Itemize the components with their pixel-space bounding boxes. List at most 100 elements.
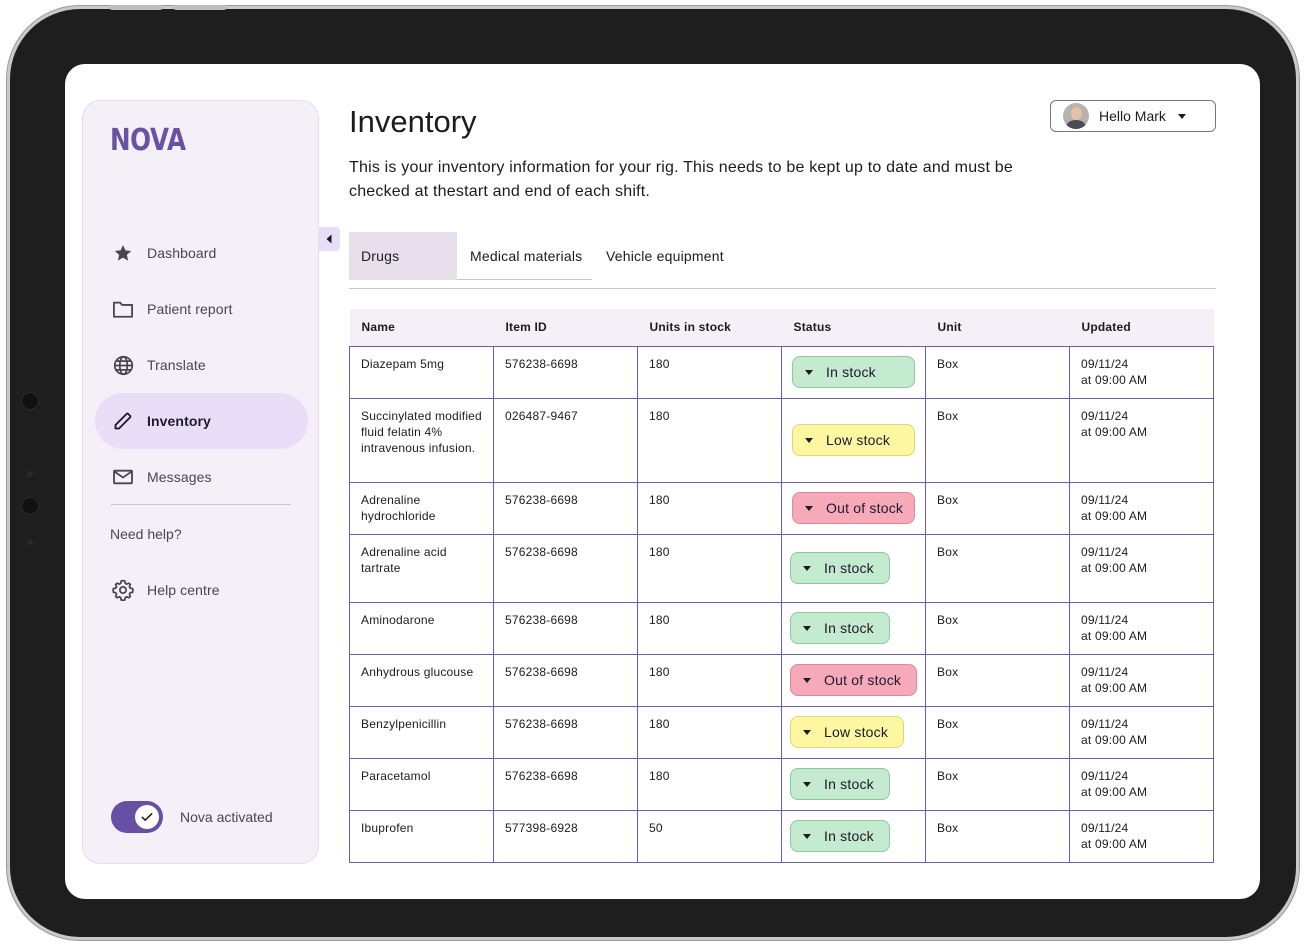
cell-units: 180 [637, 481, 782, 535]
nova-toggle[interactable] [111, 801, 163, 833]
status-dropdown[interactable]: In stock [790, 820, 890, 852]
cell-item-id: 576238-6698 [493, 533, 638, 603]
cell-updated: 09/11/24 at 09:00 AM [1069, 757, 1214, 811]
cell-name: Diazepam 5mg [349, 345, 494, 399]
status-dropdown[interactable]: In stock [790, 552, 890, 584]
check-icon [141, 813, 153, 821]
table-row[interactable]: Aminodarone 576238-6698 180 In stock Box… [349, 601, 1214, 655]
cell-item-id: 576238-6698 [493, 757, 638, 811]
table-row[interactable]: Adrenaline acid tartrate 576238-6698 180… [349, 533, 1214, 603]
cell-name: Paracetamol [349, 757, 494, 811]
table-row[interactable]: Anhydrous glucouse 576238-6698 180 Out o… [349, 653, 1214, 707]
cell-status: In stock [781, 345, 926, 399]
cell-item-id: 026487-9467 [493, 397, 638, 483]
sidebar-item-label: Translate [147, 357, 206, 373]
app-logo: NOVA [110, 123, 186, 158]
table-row[interactable]: Adrenaline hydrochloride 576238-6698 180… [349, 481, 1214, 535]
cell-status: Out of stock [781, 481, 926, 535]
tab-drugs[interactable]: Drugs [349, 232, 457, 280]
app-screen: NOVA Dashboard Patient report Translate [65, 64, 1260, 899]
toggle-knob [135, 805, 159, 829]
cell-units: 180 [637, 397, 782, 483]
table-row[interactable]: Paracetamol 576238-6698 180 In stock Box… [349, 757, 1214, 811]
table-row[interactable]: Benzylpenicillin 576238-6698 180 Low sto… [349, 705, 1214, 759]
updated-time: at 09:00 AM [1081, 628, 1148, 643]
status-dropdown[interactable]: Out of stock [792, 492, 915, 524]
status-label: Low stock [824, 724, 889, 740]
cell-status: Low stock [781, 705, 926, 759]
tablet-frame: NOVA Dashboard Patient report Translate [10, 9, 1296, 937]
inventory-table: Name Item ID Units in stock Status Unit … [349, 309, 1214, 863]
sidebar-item-help-centre[interactable]: Help centre [95, 562, 308, 618]
cell-name: Adrenaline hydrochloride [349, 481, 494, 535]
table-row[interactable]: Diazepam 5mg 576238-6698 180 In stock Bo… [349, 345, 1214, 399]
table-header-row: Name Item ID Units in stock Status Unit … [349, 309, 1214, 346]
status-dropdown[interactable]: In stock [790, 768, 890, 800]
sidebar-collapse-button[interactable] [318, 227, 340, 251]
cell-name: Anhydrous glucouse [349, 653, 494, 707]
sidebar-item-patient-report[interactable]: Patient report [95, 281, 308, 337]
status-dropdown[interactable]: In stock [792, 356, 915, 388]
updated-time: at 09:00 AM [1081, 372, 1148, 387]
status-dropdown[interactable]: Low stock [792, 424, 915, 456]
tab-label: Medical materials [470, 247, 583, 264]
updated-date: 09/11/24 [1081, 408, 1129, 423]
mail-icon [111, 465, 135, 489]
updated-date: 09/11/24 [1081, 544, 1129, 559]
tab-label: Vehicle equipment [606, 248, 724, 264]
status-label: Low stock [826, 432, 891, 448]
updated-time: at 09:00 AM [1081, 836, 1148, 851]
caret-down-icon [803, 625, 811, 631]
updated-time: at 09:00 AM [1081, 424, 1148, 439]
updated-date: 09/11/24 [1081, 768, 1129, 783]
cell-updated: 09/11/24 at 09:00 AM [1069, 705, 1214, 759]
tab-medical-materials[interactable]: Medical materials [457, 232, 592, 280]
updated-time: at 09:00 AM [1081, 560, 1148, 575]
globe-icon [111, 353, 135, 377]
updated-date: 09/11/24 [1081, 612, 1129, 627]
sidebar-item-inventory[interactable]: Inventory [95, 393, 308, 449]
table-row[interactable]: Succinylated modified fluid felatin 4% i… [349, 397, 1214, 483]
need-help-heading: Need help? [110, 526, 182, 542]
volume-button [174, 5, 226, 10]
cell-status: In stock [781, 601, 926, 655]
status-dropdown[interactable]: Low stock [790, 716, 904, 748]
cell-updated: 09/11/24 at 09:00 AM [1069, 345, 1214, 399]
caret-down-icon [803, 677, 811, 683]
page-description: This is your inventory information for y… [349, 159, 1013, 200]
cell-unit: Box [925, 345, 1070, 399]
cell-status: Out of stock [781, 653, 926, 707]
user-menu-button[interactable]: Hello Mark [1050, 100, 1216, 132]
sidebar-item-dashboard[interactable]: Dashboard [95, 225, 308, 281]
cell-status: In stock [781, 809, 926, 863]
updated-time: at 09:00 AM [1081, 784, 1148, 799]
cell-item-id: 576238-6698 [493, 705, 638, 759]
tab-vehicle-equipment[interactable]: Vehicle equipment [594, 232, 739, 280]
sidebar-item-translate[interactable]: Translate [95, 337, 308, 393]
cell-units: 50 [637, 809, 782, 863]
caret-down-icon [803, 729, 811, 735]
table-row[interactable]: Ibuprofen 577398-6928 50 In stock Box 09… [349, 809, 1214, 863]
cell-name: Benzylpenicillin [349, 705, 494, 759]
caret-down-icon [805, 369, 813, 375]
chevron-left-icon [326, 234, 332, 244]
status-label: Out of stock [824, 672, 902, 688]
updated-time: at 09:00 AM [1081, 732, 1148, 747]
column-header: Status [781, 309, 926, 346]
page-title: Inventory [349, 104, 477, 139]
sidebar: NOVA Dashboard Patient report Translate [82, 100, 319, 864]
gear-icon [111, 578, 135, 602]
status-dropdown[interactable]: Out of stock [790, 664, 917, 696]
cell-unit: Box [925, 809, 1070, 863]
avatar [1063, 103, 1089, 129]
cell-name: Adrenaline acid tartrate [349, 533, 494, 603]
updated-time: at 09:00 AM [1081, 508, 1148, 523]
caret-down-icon [803, 565, 811, 571]
sidebar-item-messages[interactable]: Messages [95, 449, 308, 505]
column-header: Updated [1069, 309, 1214, 346]
status-label: Out of stock [826, 500, 904, 516]
cell-updated: 09/11/24 at 09:00 AM [1069, 397, 1214, 483]
cell-name: Ibuprofen [349, 809, 494, 863]
status-dropdown[interactable]: In stock [790, 612, 890, 644]
sidebar-divider [111, 504, 291, 505]
